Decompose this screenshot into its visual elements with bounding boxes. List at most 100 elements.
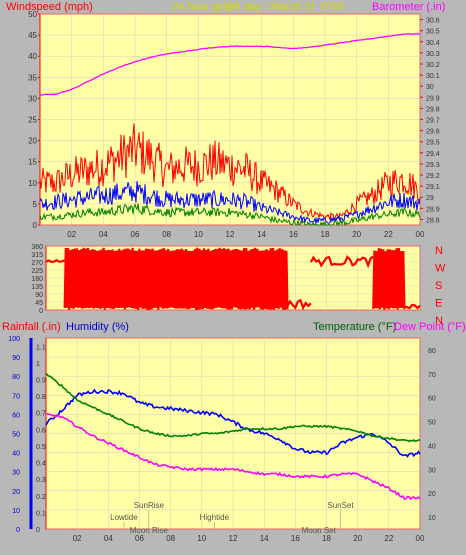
- barometer-tick-label: 29.7: [426, 118, 440, 125]
- temp-x-tick-label: 12: [229, 534, 238, 543]
- temp-x-tick-label: 14: [260, 534, 269, 543]
- wind-direction-trace: [63, 247, 289, 311]
- temperature-tick-label: 50: [428, 420, 436, 427]
- humidity-tick-label: 0: [16, 527, 20, 534]
- direction-y-tick-label: 0: [39, 308, 43, 315]
- wind-series: [39, 33, 421, 227]
- temperature-tick-label: 20: [428, 491, 436, 498]
- wind-x-tick-label: 20: [352, 230, 361, 239]
- barometer-tick-label: 28.9: [426, 206, 440, 213]
- event-label: SunRise: [134, 501, 165, 510]
- temp-grid: [46, 337, 421, 530]
- temperature-humidity-chart: SunRise Lowtide Moon Rise Hightide SunSet Moo…: [8, 336, 436, 543]
- wind-x-tick-label: 16: [289, 230, 298, 239]
- direction-y-tick-label: 90: [35, 292, 43, 299]
- temperature-tick-label: 30: [428, 467, 436, 474]
- barometer-tick-label: 29.5: [426, 140, 440, 147]
- temperature-tick-label: 70: [428, 372, 436, 379]
- temp-axes: 010203040506070809010000.10.20.30.40.50.…: [8, 336, 436, 543]
- humidity-tick-label: 100: [8, 336, 20, 343]
- temp-x-tick-label: 02: [73, 534, 82, 543]
- direction-y-tick-label: 135: [31, 284, 43, 291]
- wind-y-tick-label: 20: [28, 137, 37, 146]
- windspeed-label: Windspeed (mph): [6, 1, 93, 13]
- humidity-tick-label: 40: [12, 451, 20, 458]
- wind-x-tick-label: 08: [162, 230, 171, 239]
- rainfall-tick-label: 0.2: [36, 494, 46, 501]
- wind-y-tick-label: 35: [28, 73, 37, 82]
- wind-x-tick-label: 00: [416, 230, 425, 239]
- wind-y-tick-label: 40: [28, 52, 37, 61]
- temperature-label: Temperature (°F): [313, 321, 396, 333]
- humidity-tick-label: 60: [12, 412, 20, 419]
- barometer-tick-label: 30.3: [426, 51, 440, 58]
- direction-y-tick-label: 360: [31, 244, 43, 251]
- humidity-label: Humidity (%): [66, 321, 129, 333]
- temperature-tick-label: 40: [428, 443, 436, 450]
- temp-x-tick-label: 18: [322, 534, 331, 543]
- barometer-tick-label: 29.1: [426, 184, 440, 191]
- wind-x-tick-label: 18: [321, 230, 330, 239]
- wind-grid: [40, 13, 421, 226]
- wind-barometer-chart: 0 5 10 15 20 25 30 35 40 45 50 02 04 06 08 10 12 14 16 18 20…: [28, 10, 440, 239]
- direction-y-tick-label: 315: [31, 252, 43, 259]
- rainfall-tick-label: 1.1: [36, 344, 46, 351]
- wind-average-line: [39, 181, 421, 224]
- rainfall-tick-label: 0.4: [36, 461, 46, 468]
- rainfall-tick-label: 0.9: [36, 378, 46, 385]
- barometer-tick-label: 29: [426, 195, 434, 202]
- wind-y-tick-label: 25: [28, 116, 37, 125]
- temperature-line: [45, 372, 421, 443]
- temp-x-tick-label: 06: [135, 534, 144, 543]
- temperature-tick-label: 80: [428, 348, 436, 355]
- wind-y-tick-label: 30: [28, 94, 37, 103]
- wind-x-tick-label: 04: [99, 230, 108, 239]
- rainfall-label: Rainfall (.in): [2, 321, 61, 333]
- rainfall-tick-label: 0.1: [36, 510, 46, 517]
- rainfall-tick-label: 0.7: [36, 411, 46, 418]
- temperature-tick-label: 60: [428, 396, 436, 403]
- barometer-tick-label: 28.8: [426, 217, 440, 224]
- wind-x-tick-label: 14: [257, 230, 266, 239]
- temperature-tick-label: 10: [428, 515, 436, 522]
- rainfall-tick-label: 0.5: [36, 444, 46, 451]
- compass-label: E: [435, 298, 442, 310]
- barometer-tick-label: 29.8: [426, 106, 440, 113]
- wind-y-tick-label: 10: [28, 179, 37, 188]
- dewpoint-line: [45, 413, 421, 501]
- wind-direction-trace: [286, 298, 312, 311]
- wind-axes: 0 5 10 15 20 25 30 35 40 45 50 02 04 06 08 10 12 14 16 18 20…: [28, 10, 440, 239]
- temp-x-tick-label: 04: [104, 534, 113, 543]
- barometer-tick-label: 30: [426, 84, 434, 91]
- humidity-tick-label: 50: [12, 432, 20, 439]
- barometer-tick-label: 29.4: [426, 151, 440, 158]
- wind-y-tick-label: 15: [28, 158, 37, 167]
- humidity-tick-label: 80: [12, 374, 20, 381]
- compass-label: N: [435, 315, 443, 327]
- barometer-tick-label: 29.2: [426, 173, 440, 180]
- event-label: Hightide: [200, 513, 230, 522]
- compass-label: W: [435, 263, 446, 275]
- wind-direction-trace: [309, 255, 374, 269]
- humidity-tick-label: 10: [12, 508, 20, 515]
- wind-y-tick-label: 45: [28, 31, 37, 40]
- wind-low-line: [39, 203, 421, 227]
- direction-y-tick-label: 270: [31, 260, 43, 267]
- wind-y-tick-label: 5: [33, 200, 38, 209]
- rainfall-tick-label: 0.6: [36, 427, 46, 434]
- humidity-tick-label: 20: [12, 489, 20, 496]
- temp-series: [45, 372, 421, 501]
- temp-x-tick-label: 08: [166, 534, 175, 543]
- event-label: SunSet: [327, 501, 354, 510]
- direction-series: [45, 247, 421, 311]
- direction-y-tick-label: 180: [31, 276, 43, 283]
- barometer-tick-label: 30.1: [426, 73, 440, 80]
- wind-x-tick-label: 22: [384, 230, 393, 239]
- temp-x-tick-label: 00: [416, 534, 425, 543]
- barometer-label: Barometer (.in): [372, 1, 445, 13]
- wind-gust-line: [39, 123, 421, 222]
- wind-y-tick-label: 0: [33, 221, 38, 230]
- temp-x-tick-label: 16: [291, 534, 300, 543]
